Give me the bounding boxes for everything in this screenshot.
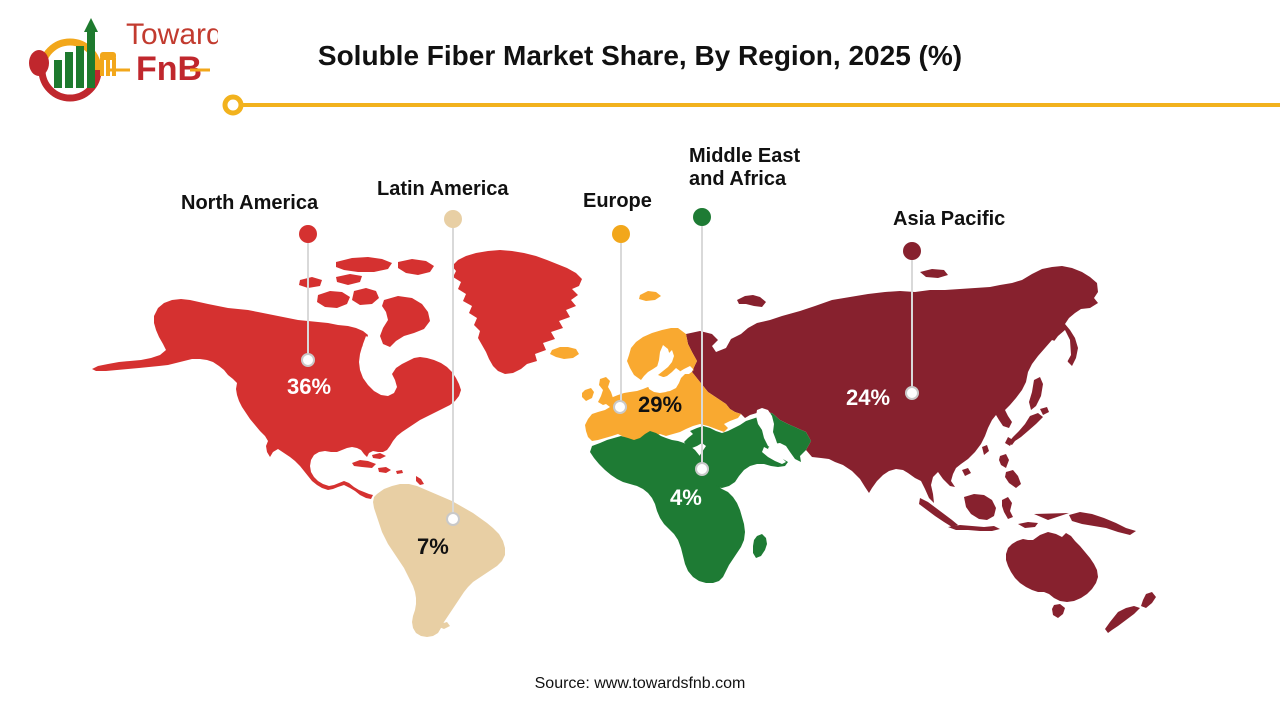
- svg-text:Towards: Towards: [126, 18, 218, 51]
